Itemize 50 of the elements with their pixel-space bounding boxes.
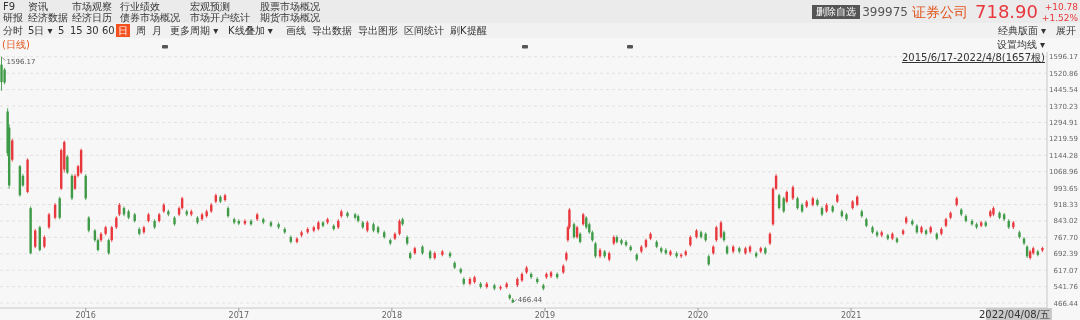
text: 5日 ▾ <box>28 25 53 36</box>
text: 月 <box>152 25 162 36</box>
text: 宏观预测 <box>190 1 230 12</box>
text: 市场开户统计 <box>190 12 250 23</box>
text: 资讯 <box>28 1 48 12</box>
text: 经济数据 <box>28 12 68 23</box>
text: 导出图形 <box>358 25 398 36</box>
text: +10.78 <box>1044 2 1079 12</box>
text: 删除自选 <box>816 6 856 17</box>
text: 15 <box>70 25 83 36</box>
candlestick <box>58 196 61 220</box>
candlestick <box>0 56 3 92</box>
text: 行业绩效 <box>120 1 160 12</box>
x-tick-label: 2016 <box>75 311 96 320</box>
text: 股票市场概况 <box>260 1 320 12</box>
text: +1.52% <box>1041 13 1079 23</box>
text: 30 <box>86 25 99 36</box>
text: 5 <box>58 25 65 36</box>
x-tick-label: 2021 <box>840 311 862 320</box>
x-tick-label: 2018 <box>381 311 403 320</box>
text: 期货市场概况 <box>260 12 320 23</box>
text: 区间统计 <box>404 25 444 36</box>
text: 市场观察 <box>72 1 112 12</box>
text: 画线 <box>286 25 306 36</box>
text: K线叠加 ▾ <box>228 25 273 36</box>
chart-subtitle: 399975 <box>862 5 908 19</box>
text: 60 <box>102 25 115 36</box>
annotation: 2015/6/17-2022/4/8(1657根) <box>901 52 1046 63</box>
text: 设置均线 ▾ <box>996 39 1045 50</box>
x-tick-label: 2019 <box>534 311 556 320</box>
text: 债券市场概况 <box>120 12 180 23</box>
text: 经典版面 ▾ <box>997 25 1046 36</box>
text: (日线) <box>2 39 30 50</box>
text: 研报 <box>3 12 23 23</box>
text: 2022/04/08/五 <box>978 309 1050 320</box>
text: 周 <box>136 25 146 36</box>
chart-title: 证券公司 <box>912 4 968 20</box>
text: 经济日历 <box>72 12 112 23</box>
text: 日 <box>118 25 128 36</box>
x-tick-label: 2017 <box>228 311 249 320</box>
text: 展开 <box>1056 25 1076 36</box>
text: 更多周期 ▾ <box>170 25 219 36</box>
text: 718.90 <box>975 1 1038 22</box>
candlestick <box>243 218 247 226</box>
text: 导出数据 <box>312 25 352 36</box>
text: F9 <box>3 1 16 12</box>
text: 刷K提醒 <box>450 25 487 36</box>
candlestick <box>66 154 69 175</box>
text: 分时 <box>3 25 23 36</box>
x-tick-label: 2020 <box>687 311 709 320</box>
